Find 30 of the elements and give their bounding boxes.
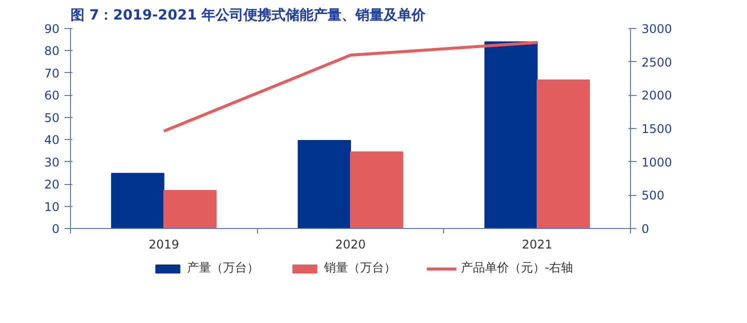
y-tick-label: 0 xyxy=(52,222,60,236)
y-tick-label: 30 xyxy=(44,155,60,170)
legend-label: 产品单价（元）-右轴 xyxy=(460,260,574,276)
y2-tick-label: 500 xyxy=(642,188,664,203)
y2-tick-label: 2500 xyxy=(642,55,672,70)
bar xyxy=(298,140,351,228)
y-tick-label: 70 xyxy=(44,66,60,80)
bar xyxy=(111,172,164,228)
bar xyxy=(163,190,217,228)
x-tick-label: 2020 xyxy=(335,238,366,252)
legend-label: 销量（万台） xyxy=(324,260,396,276)
y-tick-label: 90 xyxy=(44,22,60,36)
y2-tick-label: 1000 xyxy=(642,155,672,170)
bar xyxy=(536,80,590,228)
y-tick-label: 40 xyxy=(44,133,60,148)
chart-title: 图 7：2019-2021 年公司便携式储能产量、销量及单价 xyxy=(70,6,427,24)
y2-tick-label: 3000 xyxy=(642,22,672,36)
y2-tick-label: 0 xyxy=(642,222,650,236)
legend-label: 产量（万台） xyxy=(186,260,259,276)
y-tick-label: 60 xyxy=(44,88,60,103)
y-tick-label: 20 xyxy=(44,178,60,192)
y2-tick-label: 2000 xyxy=(642,88,672,103)
x-tick-label: 2021 xyxy=(522,238,552,252)
y-tick-label: 50 xyxy=(44,110,60,125)
y-tick-label: 10 xyxy=(44,200,60,214)
bar xyxy=(484,41,538,228)
y-tick-label: 80 xyxy=(44,44,60,58)
y2-tick-label: 1500 xyxy=(642,122,672,136)
bar xyxy=(350,151,404,228)
x-tick-label: 2019 xyxy=(148,238,180,252)
